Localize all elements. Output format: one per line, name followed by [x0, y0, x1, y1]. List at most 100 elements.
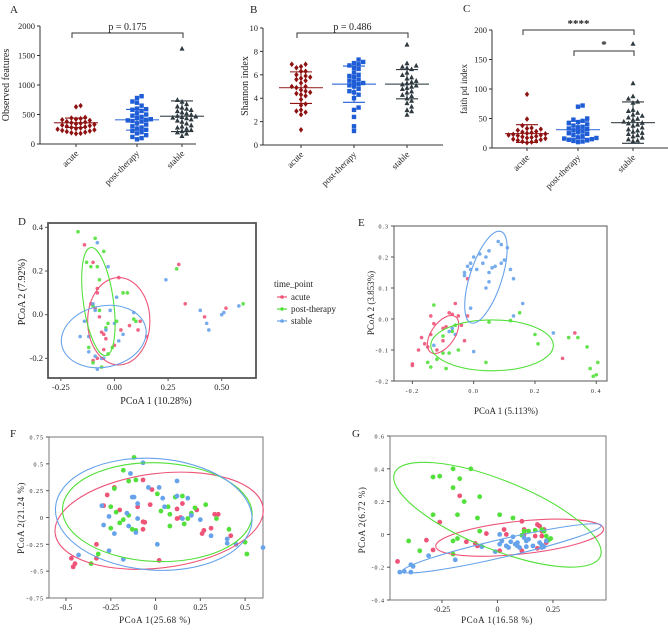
g-data-point	[477, 494, 483, 500]
f-data-point	[224, 536, 230, 542]
g-data-point	[497, 512, 503, 518]
e-data-point	[487, 320, 491, 324]
g-confidence-ellipse-acute	[435, 518, 605, 557]
d-data-point	[177, 262, 181, 267]
d-data-point	[78, 334, 82, 339]
a-data-point	[184, 101, 190, 107]
d-data-point	[95, 367, 100, 372]
f-data-point	[224, 540, 230, 546]
a-data-point	[83, 124, 88, 130]
e-data-point	[416, 348, 421, 352]
a-data-point	[144, 112, 149, 117]
a-data-point	[139, 135, 144, 141]
a-data-point	[174, 117, 180, 123]
e-data-point	[450, 329, 455, 334]
e-data-point	[465, 264, 470, 269]
e-data-point	[465, 314, 470, 318]
legend-dot-stable	[280, 319, 284, 323]
c-p-value-label: *	[601, 39, 607, 51]
b-data-point	[399, 72, 405, 77]
e-data-point	[462, 270, 467, 275]
panel-letter-d: D	[18, 216, 26, 228]
a-data-point	[78, 102, 83, 109]
g-data-point	[437, 473, 443, 479]
g-data-point	[457, 493, 463, 499]
f-data-point	[68, 555, 74, 561]
c-series-acute	[505, 91, 549, 146]
a-data-point	[134, 106, 140, 111]
g-y-tick-label: 0.2	[375, 500, 386, 506]
c-data-point	[625, 126, 631, 132]
a-data-point	[134, 100, 140, 105]
c-data-point	[635, 121, 641, 127]
g-data-point	[457, 476, 463, 482]
c-data-point	[529, 134, 534, 141]
d-data-point	[104, 328, 108, 332]
c-data-point	[524, 116, 530, 122]
f-x-tick-label: 0.25	[193, 603, 207, 612]
d-data-point	[82, 319, 87, 324]
c-y-axis-label: faith pd index	[459, 64, 469, 114]
f-data-point	[108, 504, 114, 510]
b-data-point	[413, 62, 419, 68]
a-data-point	[188, 116, 194, 122]
d-data-point	[127, 323, 132, 328]
legend-item-acute: acute	[277, 292, 310, 302]
b-data-point	[294, 108, 299, 114]
c-data-point	[625, 95, 631, 101]
g-x-axis-label: PCoA 1(16.58 %)	[461, 615, 533, 625]
e-data-point	[588, 366, 592, 371]
a-data-point	[60, 122, 65, 128]
b-data-point	[303, 109, 308, 116]
d-data-point	[138, 319, 143, 324]
f-data-point	[126, 523, 132, 529]
a-data-point	[134, 137, 140, 142]
b-data-point	[289, 61, 294, 68]
e-data-point	[499, 261, 504, 266]
d-y-tick-label: 0.2	[32, 266, 43, 276]
g-data-point	[543, 533, 549, 539]
e-confidence-ellipse-acute	[426, 314, 460, 355]
e-data-point	[487, 270, 491, 275]
f-data-point	[156, 485, 162, 490]
b-data-point	[356, 86, 361, 92]
g-data-point	[463, 539, 469, 545]
c-data-point	[575, 139, 581, 145]
e-data-point	[484, 286, 488, 290]
e-data-point	[511, 276, 516, 281]
c-data-point	[639, 130, 645, 135]
c-data-point	[566, 137, 571, 142]
g-y-tick-label: 0.6	[375, 435, 386, 441]
d-data-point	[121, 332, 125, 337]
d-data-point	[101, 332, 106, 337]
g-data-point	[395, 559, 400, 564]
d-data-point	[119, 328, 123, 332]
g-data-point	[515, 540, 520, 545]
g-data-point	[521, 528, 527, 534]
e-data-point	[596, 360, 600, 365]
f-data-point	[131, 494, 137, 500]
c-data-point	[571, 117, 576, 122]
a-category-label-post-therapy: post-therapy	[103, 148, 142, 187]
e-x-tick-label: 0.0	[468, 389, 479, 395]
a-data-point	[139, 125, 144, 130]
b-data-point	[294, 64, 299, 71]
b-p-value-label: p = 0.486	[333, 22, 371, 33]
b-y-tick-label: 0	[254, 140, 258, 150]
a-data-point	[139, 108, 144, 114]
d-data-point	[106, 321, 110, 326]
c-data-point	[585, 131, 590, 137]
c-data-point	[515, 132, 520, 139]
e-confidence-ellipse-post-therapy	[430, 319, 554, 372]
a-data-point	[78, 130, 83, 137]
b-data-point	[298, 111, 304, 118]
b-data-point	[294, 90, 299, 97]
f-data-point	[154, 491, 160, 497]
d-data-point	[91, 360, 95, 365]
c-data-point	[625, 114, 631, 120]
e-data-point	[474, 267, 479, 272]
legend-title: time_point	[274, 279, 313, 289]
panel-letter-f: F	[10, 428, 16, 440]
a-data-point	[130, 113, 135, 118]
c-series-stable	[611, 40, 655, 144]
